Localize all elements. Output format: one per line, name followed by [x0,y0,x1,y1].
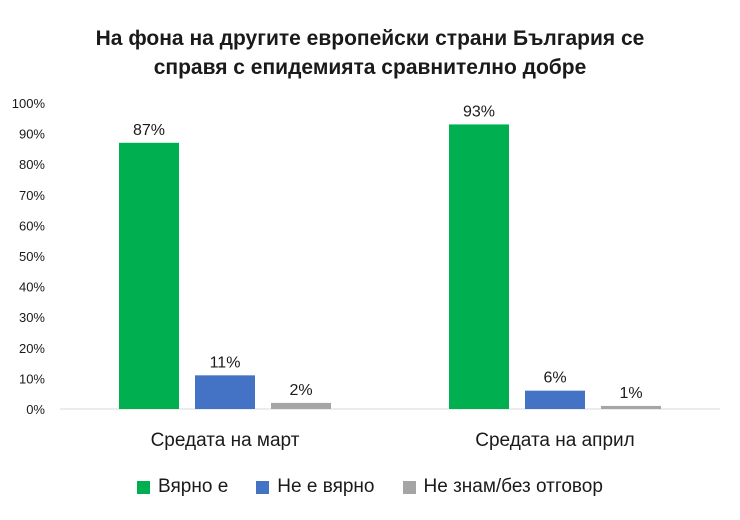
bar [601,405,661,409]
y-tick-label: 30% [19,310,45,325]
y-tick-label: 20% [19,341,45,356]
x-tick-label: Средата на април [475,430,634,451]
y-tick-label: 70% [19,188,45,203]
y-tick-label: 90% [19,127,45,142]
y-tick-label: 50% [19,249,45,264]
data-label: 93% [463,103,495,120]
legend-item-dont-know: Не знам/без отговор [402,476,603,498]
bar [449,124,509,410]
data-label: 2% [289,382,312,399]
legend-item-false: Не е вярно [256,476,375,498]
bar [525,390,585,409]
chart-legend: Вярно е Не е вярно Не знам/без отговор [0,476,740,498]
data-label: 87% [133,122,165,139]
legend-swatch-false [256,480,270,494]
y-tick-label: 80% [19,157,45,172]
bar [271,402,331,409]
legend-swatch-true [137,480,151,494]
chart-plot: 0% 10% 20% 30% 40% 50% 60% 70% 80% 90% 100% 87% 11% 2… [12,96,720,451]
y-tick-label: 10% [19,371,45,386]
legend-swatch-dont-know [402,480,416,494]
x-tick-label: Средата на март [151,430,300,451]
legend-label-false: Не е вярно [277,476,375,497]
legend-label-dont-know: Не знам/без отговор [423,476,603,497]
chart-title-line-2: справя с епидемията сравнително добре [153,56,587,79]
legend-label-true: Вярно е [158,476,229,497]
data-label: 6% [543,370,566,387]
legend-item-true: Вярно е [137,476,228,498]
chart-title-line-1: На фона на другите европейски страни Бъл… [95,27,645,50]
bar [119,142,179,409]
bar [195,375,255,409]
y-tick-label: 0% [26,402,45,417]
data-label: 11% [210,354,241,371]
chart-title: На фона на другите европейски страни Бъл… [0,24,740,82]
data-label: 1% [619,385,642,402]
y-tick-label: 60% [19,218,45,233]
y-tick-label: 40% [19,280,45,295]
y-tick-label: 100% [12,96,46,111]
